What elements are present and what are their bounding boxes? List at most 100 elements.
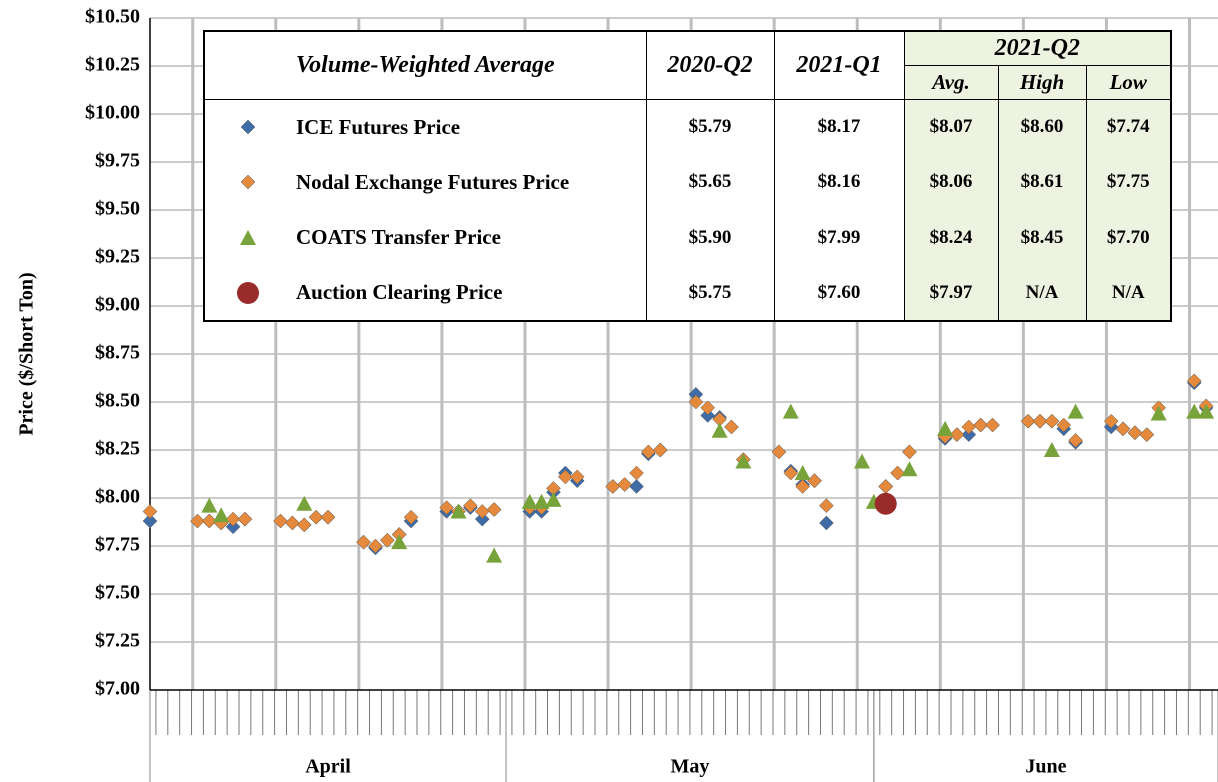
point xyxy=(545,491,562,507)
table-cell: $7.70 xyxy=(1085,210,1172,266)
table-cell: $7.97 xyxy=(903,265,999,321)
y-tick-label: $8.75 xyxy=(95,342,140,364)
point xyxy=(1115,421,1131,437)
point xyxy=(474,504,490,519)
y-tick-label: $10.25 xyxy=(85,54,140,76)
point xyxy=(878,479,894,494)
table-cell: $5.90 xyxy=(645,210,775,266)
legend-label: Auction Clearing Price xyxy=(276,265,647,321)
legend-marker xyxy=(240,174,256,190)
point xyxy=(961,427,977,442)
point xyxy=(486,502,502,517)
point xyxy=(902,444,917,460)
point xyxy=(949,427,965,442)
point xyxy=(961,419,977,435)
point xyxy=(617,477,633,492)
point xyxy=(356,534,371,550)
y-tick-label: $8.00 xyxy=(95,486,140,508)
point xyxy=(985,417,1000,433)
point xyxy=(1186,403,1203,419)
table-cell: N/A xyxy=(1085,265,1172,321)
point xyxy=(1186,373,1202,389)
point xyxy=(688,394,704,410)
point xyxy=(1103,413,1119,429)
column-header: 2021-Q2 xyxy=(903,30,1172,66)
subcolumn-header: Avg. xyxy=(903,64,999,100)
point xyxy=(557,469,573,485)
summary-table: Volume-Weighted Average 2020-Q2 2021-Q1 … xyxy=(203,30,1173,322)
table-cell: $7.74 xyxy=(1085,99,1172,155)
point xyxy=(771,444,787,460)
point xyxy=(201,497,218,513)
point xyxy=(320,509,336,525)
point xyxy=(308,509,324,525)
point xyxy=(700,400,716,416)
point xyxy=(463,498,478,514)
table-row: ICE Futures Price $5.79 $8.17 $8.07 $8.60 $7.… xyxy=(203,99,1172,155)
point xyxy=(937,420,954,436)
legend-marker-box xyxy=(237,281,259,304)
point xyxy=(533,493,550,509)
point xyxy=(854,453,870,469)
legend-label: COATS Transfer Price xyxy=(276,210,647,266)
point xyxy=(782,403,799,419)
point xyxy=(1020,413,1036,429)
x-group-label: April xyxy=(305,756,351,778)
point xyxy=(450,503,467,519)
table-cell: $8.45 xyxy=(997,210,1087,266)
subcolumn-header: High xyxy=(997,64,1087,100)
point xyxy=(890,465,905,481)
point xyxy=(629,465,644,481)
table-cell: $7.75 xyxy=(1085,154,1172,210)
legend-marker-box xyxy=(240,174,256,190)
point xyxy=(486,547,503,563)
point xyxy=(225,511,241,527)
point xyxy=(973,417,989,433)
legend-label: Nodal Exchange Futures Price xyxy=(276,154,647,210)
point xyxy=(700,408,716,423)
point xyxy=(807,473,822,489)
point xyxy=(142,513,158,529)
point xyxy=(1032,413,1048,429)
y-tick-label: $7.75 xyxy=(95,534,140,556)
point xyxy=(819,498,834,514)
legend-key xyxy=(203,210,276,266)
table-header: Volume-Weighted Average xyxy=(203,30,647,100)
table-cell: $7.60 xyxy=(773,265,905,321)
point xyxy=(225,519,241,535)
point xyxy=(1198,403,1215,419)
legend-marker xyxy=(240,229,256,245)
point xyxy=(403,509,419,525)
y-tick-label: $8.25 xyxy=(95,438,140,460)
point xyxy=(1127,425,1143,441)
point xyxy=(569,469,585,485)
y-axis-label: Price ($/Short Ton) xyxy=(16,272,38,435)
point xyxy=(1067,403,1084,419)
y-tick-label: $10.00 xyxy=(85,102,140,124)
y-tick-label: $7.50 xyxy=(95,582,140,604)
table-cell: N/A xyxy=(997,265,1087,321)
point xyxy=(296,495,313,511)
point xyxy=(1056,417,1072,433)
y-tick-label: $7.00 xyxy=(95,678,140,700)
y-tick-label: $9.00 xyxy=(95,294,140,316)
table-cell: $5.75 xyxy=(645,265,775,321)
y-tick-label: $8.50 xyxy=(95,390,140,412)
point xyxy=(874,492,897,515)
column-header: 2020-Q2 xyxy=(645,30,775,100)
table-cell: $8.06 xyxy=(903,154,999,210)
table-row: Auction Clearing Price $5.75 $7.60 $7.97 N/A… xyxy=(203,265,1172,321)
y-tick-label: $10.50 xyxy=(85,6,140,28)
point xyxy=(652,442,668,458)
point xyxy=(795,479,811,494)
legend-label: ICE Futures Price xyxy=(276,99,647,155)
point xyxy=(641,444,656,460)
y-tick-label: $7.25 xyxy=(95,630,140,652)
table-cell: $8.61 xyxy=(997,154,1087,210)
table-cell: $5.79 xyxy=(645,99,775,155)
point xyxy=(794,465,811,481)
x-group-label: June xyxy=(1025,756,1066,778)
table-cell: $5.65 xyxy=(645,154,775,210)
legend-marker xyxy=(240,119,256,135)
